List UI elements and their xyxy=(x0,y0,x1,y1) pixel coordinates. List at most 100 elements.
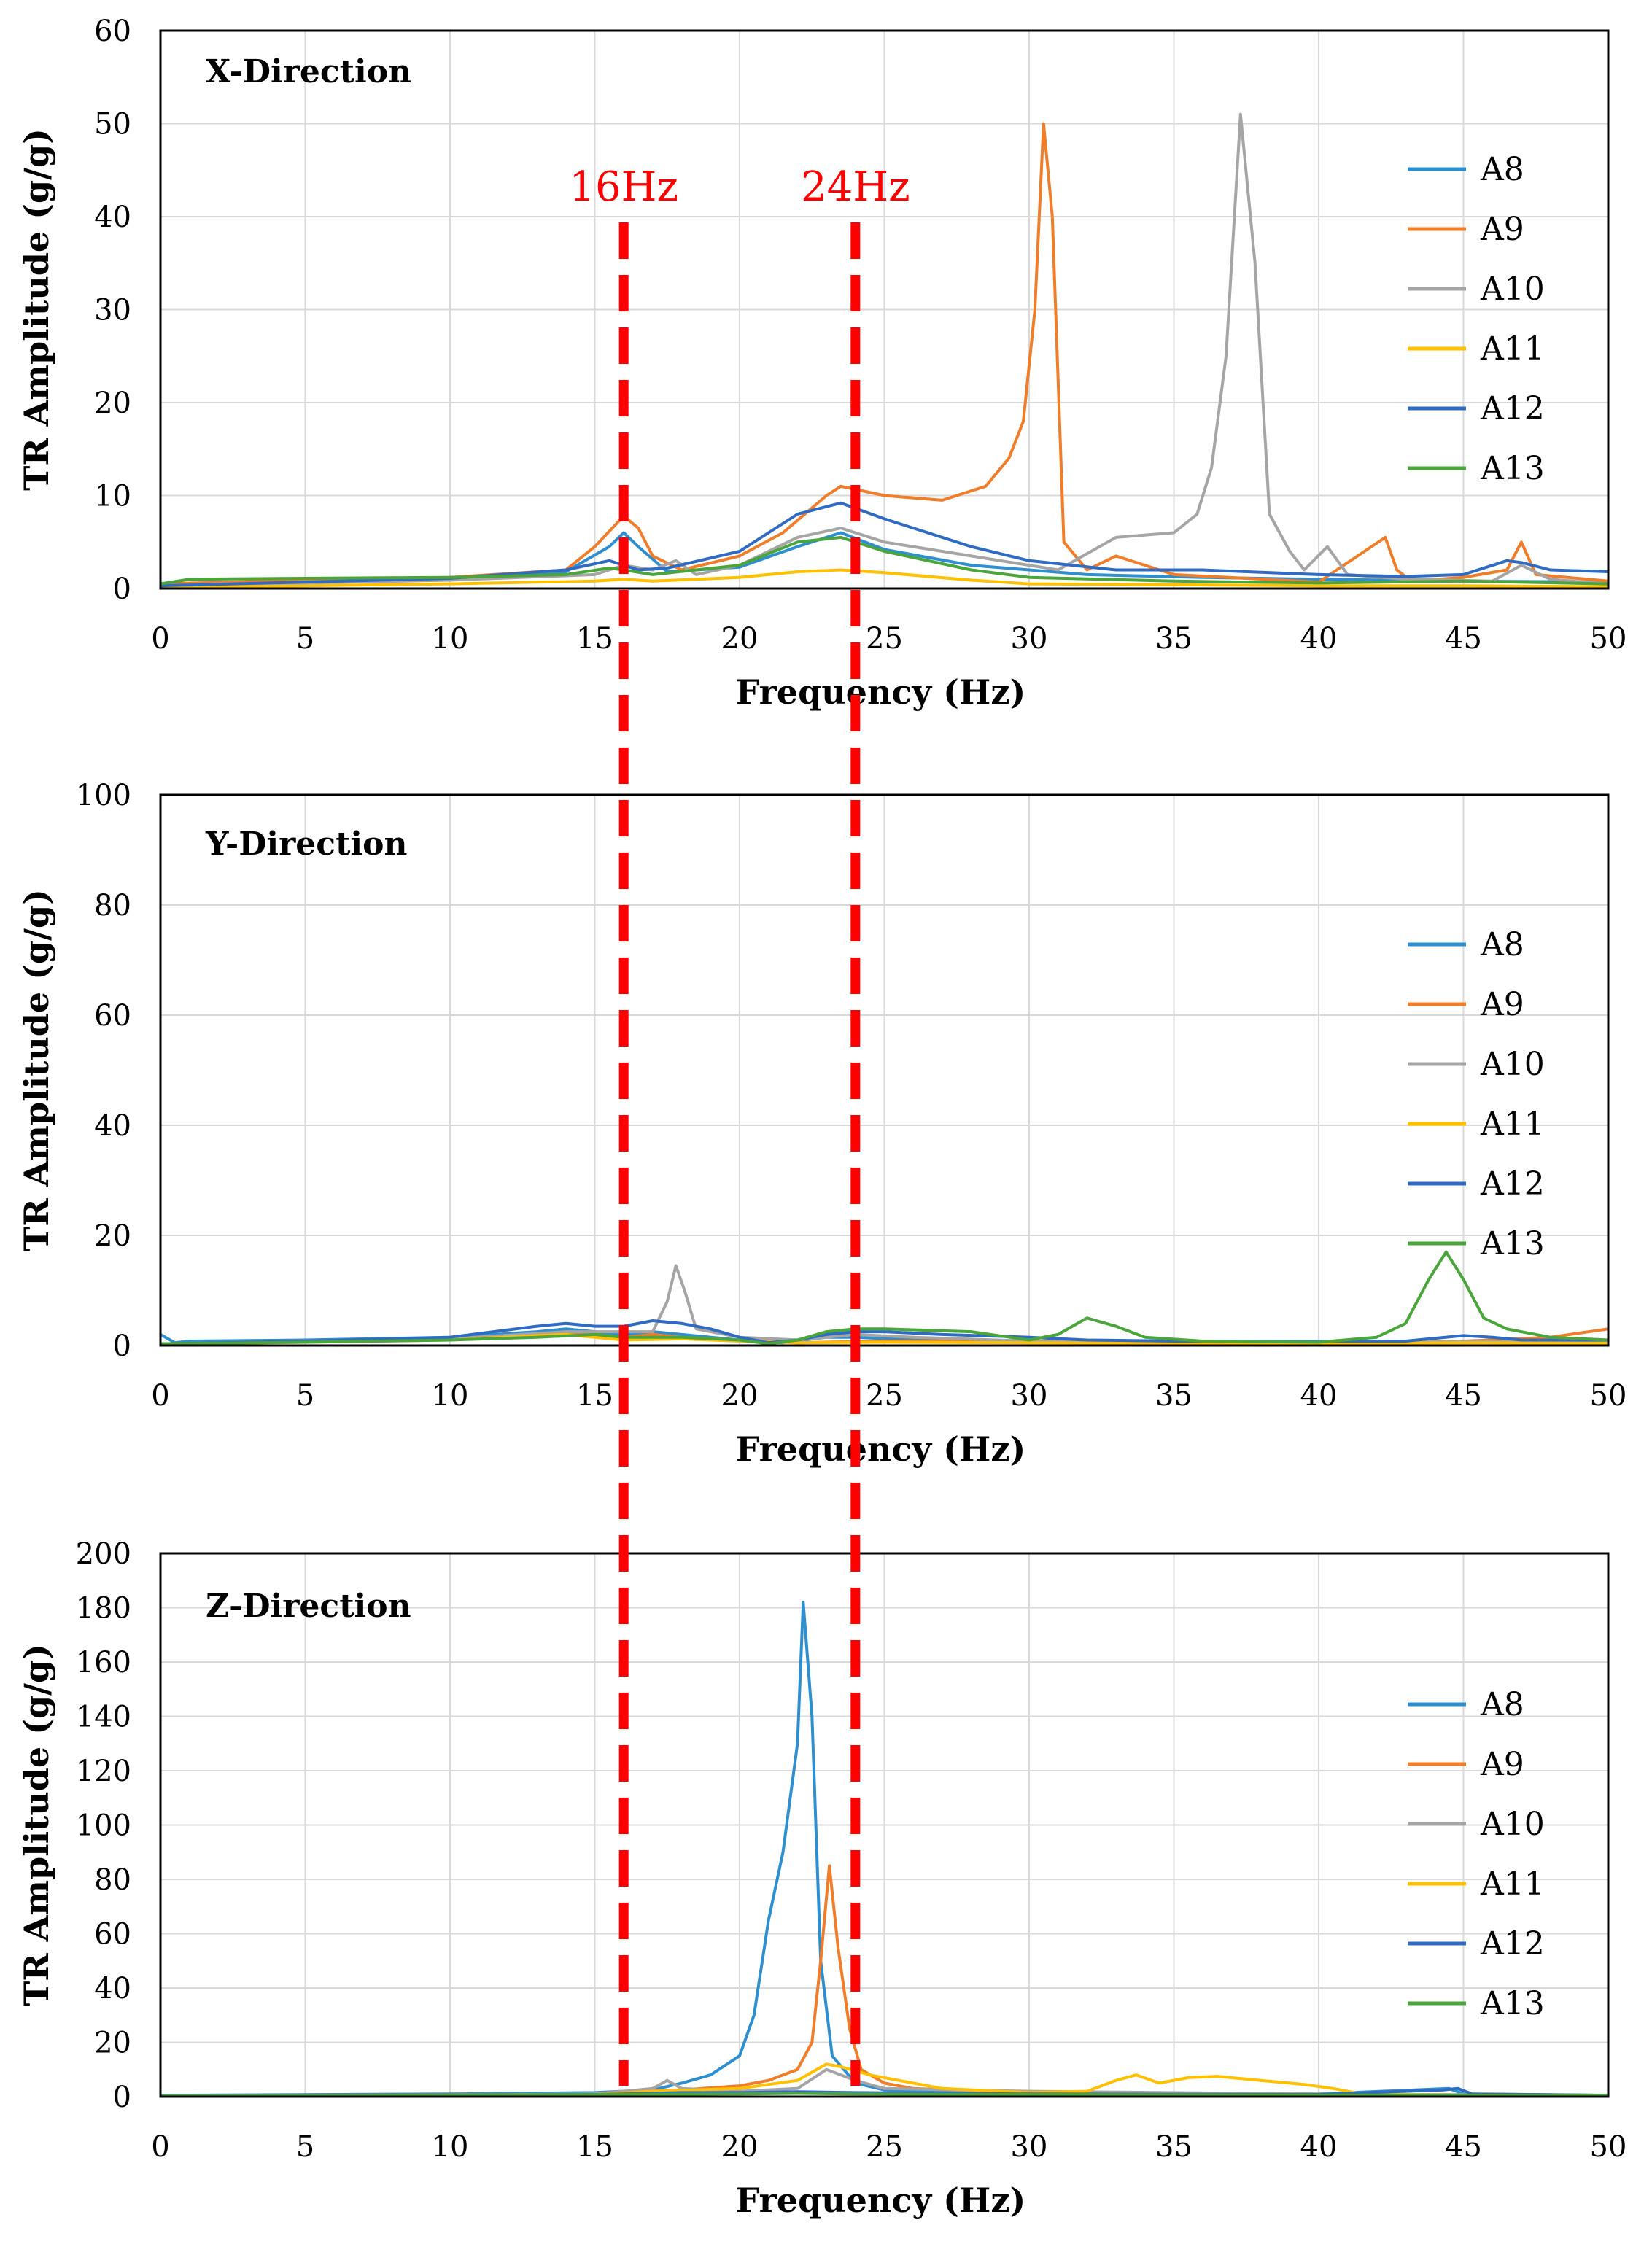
z-panel-y-tick-label: 40 xyxy=(94,1972,131,2006)
legend-label-a10: A10 xyxy=(1480,1806,1545,1843)
y-panel-y-tick-label: 0 xyxy=(113,1329,131,1363)
x-panel-x-tick-label: 5 xyxy=(296,622,314,656)
y-panel-x-tick-label: 40 xyxy=(1300,1379,1338,1413)
z-panel-x-tick-label: 45 xyxy=(1445,2130,1482,2164)
legend-label-a8: A8 xyxy=(1480,926,1524,963)
x-panel-y-tick-label: 40 xyxy=(94,201,131,234)
z-panel-y-tick-label: 0 xyxy=(113,2081,131,2114)
x-panel-series-a12 xyxy=(160,501,1609,588)
z-panel-x-tick-label: 50 xyxy=(1590,2130,1627,2164)
z-panel-x-tick-label: 40 xyxy=(1300,2130,1338,2164)
z-panel-y-tick-label: 80 xyxy=(94,1863,131,1897)
y-panel-y-tick-label: 40 xyxy=(94,1109,131,1143)
y-panel-direction-label: Y-Direction xyxy=(205,826,407,863)
y-panel-y-tick-label: 20 xyxy=(94,1219,131,1253)
legend-label-a9: A9 xyxy=(1480,986,1524,1023)
x-panel-y-tick-label: 0 xyxy=(113,572,131,606)
z-panel-y-tick-label: 20 xyxy=(94,2027,131,2060)
x-panel-x-tick-label: 20 xyxy=(721,622,759,656)
x-panel-x-tick-label: 15 xyxy=(576,622,613,656)
x-panel-series-a11 xyxy=(160,568,1609,589)
legend-label-a11: A11 xyxy=(1480,1106,1545,1143)
legend-label-a9: A9 xyxy=(1480,211,1524,248)
z-panel-legend: A8 A9 A10 A11 A12 A13 xyxy=(1408,1686,1545,2022)
x-panel-x-axis-title: Frequency (Hz) xyxy=(736,672,1026,712)
x-panel-x-tick-label: 45 xyxy=(1445,622,1482,656)
x-panel-x-tick-label: 10 xyxy=(432,622,469,656)
legend-label-a8: A8 xyxy=(1480,1686,1524,1723)
y-panel-x-tick-label: 0 xyxy=(151,1379,169,1413)
x-panel-legend: A8 A9 A10 A11 A12 A13 xyxy=(1408,151,1545,487)
x-panel-x-tick-label: 40 xyxy=(1300,622,1338,656)
y-panel-y-tick-label: 80 xyxy=(94,889,131,923)
x-panel-x-tick-label: 25 xyxy=(866,622,903,656)
x-panel-x-tick-label: 0 xyxy=(151,622,169,656)
legend-label-a10: A10 xyxy=(1480,1046,1545,1083)
z-panel-direction-label: Z-Direction xyxy=(206,1588,411,1625)
z-panel-x-tick-label: 20 xyxy=(721,2130,759,2164)
legend-label-a13: A13 xyxy=(1480,1225,1545,1262)
y-direction-chart: 0 20 40 60 80 100 0 5 10 15 20 25 30 35 40 45 50 Frequenc… xyxy=(17,779,1626,1469)
y-panel-x-tick-label: 5 xyxy=(296,1379,314,1413)
x-panel-y-tick-label: 30 xyxy=(94,294,131,327)
x-panel-y-tick-label: 10 xyxy=(94,480,131,513)
y-panel-x-axis-title: Frequency (Hz) xyxy=(736,1429,1026,1469)
y-panel-legend: A8 A9 A10 A11 A12 A13 xyxy=(1408,926,1545,1262)
z-panel-x-tick-label: 10 xyxy=(432,2130,469,2164)
y-panel-series-a13 xyxy=(160,1250,1609,1346)
x-panel-x-tick-label: 30 xyxy=(1011,622,1048,656)
legend-label-a11: A11 xyxy=(1480,330,1545,368)
z-panel-x-axis-title: Frequency (Hz) xyxy=(736,2181,1026,2220)
y-panel-y-tick-label: 60 xyxy=(94,999,131,1033)
y-panel-x-tick-label: 50 xyxy=(1590,1379,1627,1413)
y-panel-x-tick-label: 35 xyxy=(1155,1379,1193,1413)
marker-label-24hz: 24Hz xyxy=(801,163,910,211)
legend-label-a8: A8 xyxy=(1480,151,1524,188)
z-panel-x-tick-label: 25 xyxy=(866,2130,903,2164)
x-panel-series-a13 xyxy=(160,535,1609,586)
legend-label-a13: A13 xyxy=(1480,1985,1545,2022)
z-panel-y-tick-label: 160 xyxy=(76,1646,131,1680)
x-panel-frame xyxy=(159,29,1610,590)
legend-label-a9: A9 xyxy=(1480,1746,1524,1783)
z-panel-series-a13 xyxy=(160,2092,1609,2097)
x-panel-y-tick-label: 60 xyxy=(94,15,131,48)
z-panel-x-tick-label: 30 xyxy=(1011,2130,1048,2164)
z-panel-x-tick-label: 0 xyxy=(151,2130,169,2164)
x-panel-y-tick-label: 50 xyxy=(94,108,131,141)
z-panel-x-tick-label: 5 xyxy=(296,2130,314,2164)
z-panel-y-axis-title: TR Amplitude (g/g) xyxy=(17,1644,56,2006)
x-panel-direction-label: X-Direction xyxy=(206,53,411,90)
z-panel-y-tick-label: 100 xyxy=(76,1809,131,1843)
x-panel-y-axis-title: TR Amplitude (g/g) xyxy=(17,128,56,491)
z-panel-y-tick-label: 140 xyxy=(76,1701,131,1734)
y-panel-x-tick-label: 10 xyxy=(432,1379,469,1413)
y-panel-frame xyxy=(159,793,1610,1347)
x-panel-y-tick-label: 20 xyxy=(94,387,131,420)
x-panel-x-tick-label: 50 xyxy=(1590,622,1627,656)
z-panel-x-tick-label: 15 xyxy=(576,2130,613,2164)
x-panel-x-tick-label: 35 xyxy=(1155,622,1193,656)
y-panel-y-axis-title: TR Amplitude (g/g) xyxy=(17,889,56,1251)
z-panel-x-tick-label: 35 xyxy=(1155,2130,1193,2164)
y-panel-x-tick-label: 25 xyxy=(866,1379,903,1413)
z-direction-chart: 0 20 40 60 80 100 120 140 160 180 200 0 5 10 15 20 25 30 3… xyxy=(17,1537,1626,2220)
legend-label-a12: A12 xyxy=(1480,1925,1545,1962)
z-panel-y-tick-label: 60 xyxy=(94,1918,131,1952)
z-panel-y-tick-label: 180 xyxy=(76,1592,131,1626)
z-panel-frame xyxy=(159,1552,1610,2098)
y-panel-x-tick-label: 15 xyxy=(576,1379,613,1413)
y-panel-x-tick-label: 45 xyxy=(1445,1379,1482,1413)
marker-16hz: 16Hz xyxy=(569,163,678,2086)
marker-24hz: 24Hz xyxy=(801,163,910,2086)
y-panel-y-tick-label: 100 xyxy=(76,779,131,812)
z-panel-y-tick-label: 200 xyxy=(76,1537,131,1571)
marker-label-16hz: 16Hz xyxy=(569,163,678,211)
legend-label-a10: A10 xyxy=(1480,271,1545,308)
legend-label-a12: A12 xyxy=(1480,1165,1545,1203)
y-panel-x-tick-label: 30 xyxy=(1011,1379,1048,1413)
z-panel-y-tick-label: 120 xyxy=(76,1755,131,1788)
legend-label-a11: A11 xyxy=(1480,1865,1545,1903)
legend-label-a12: A12 xyxy=(1480,390,1545,427)
